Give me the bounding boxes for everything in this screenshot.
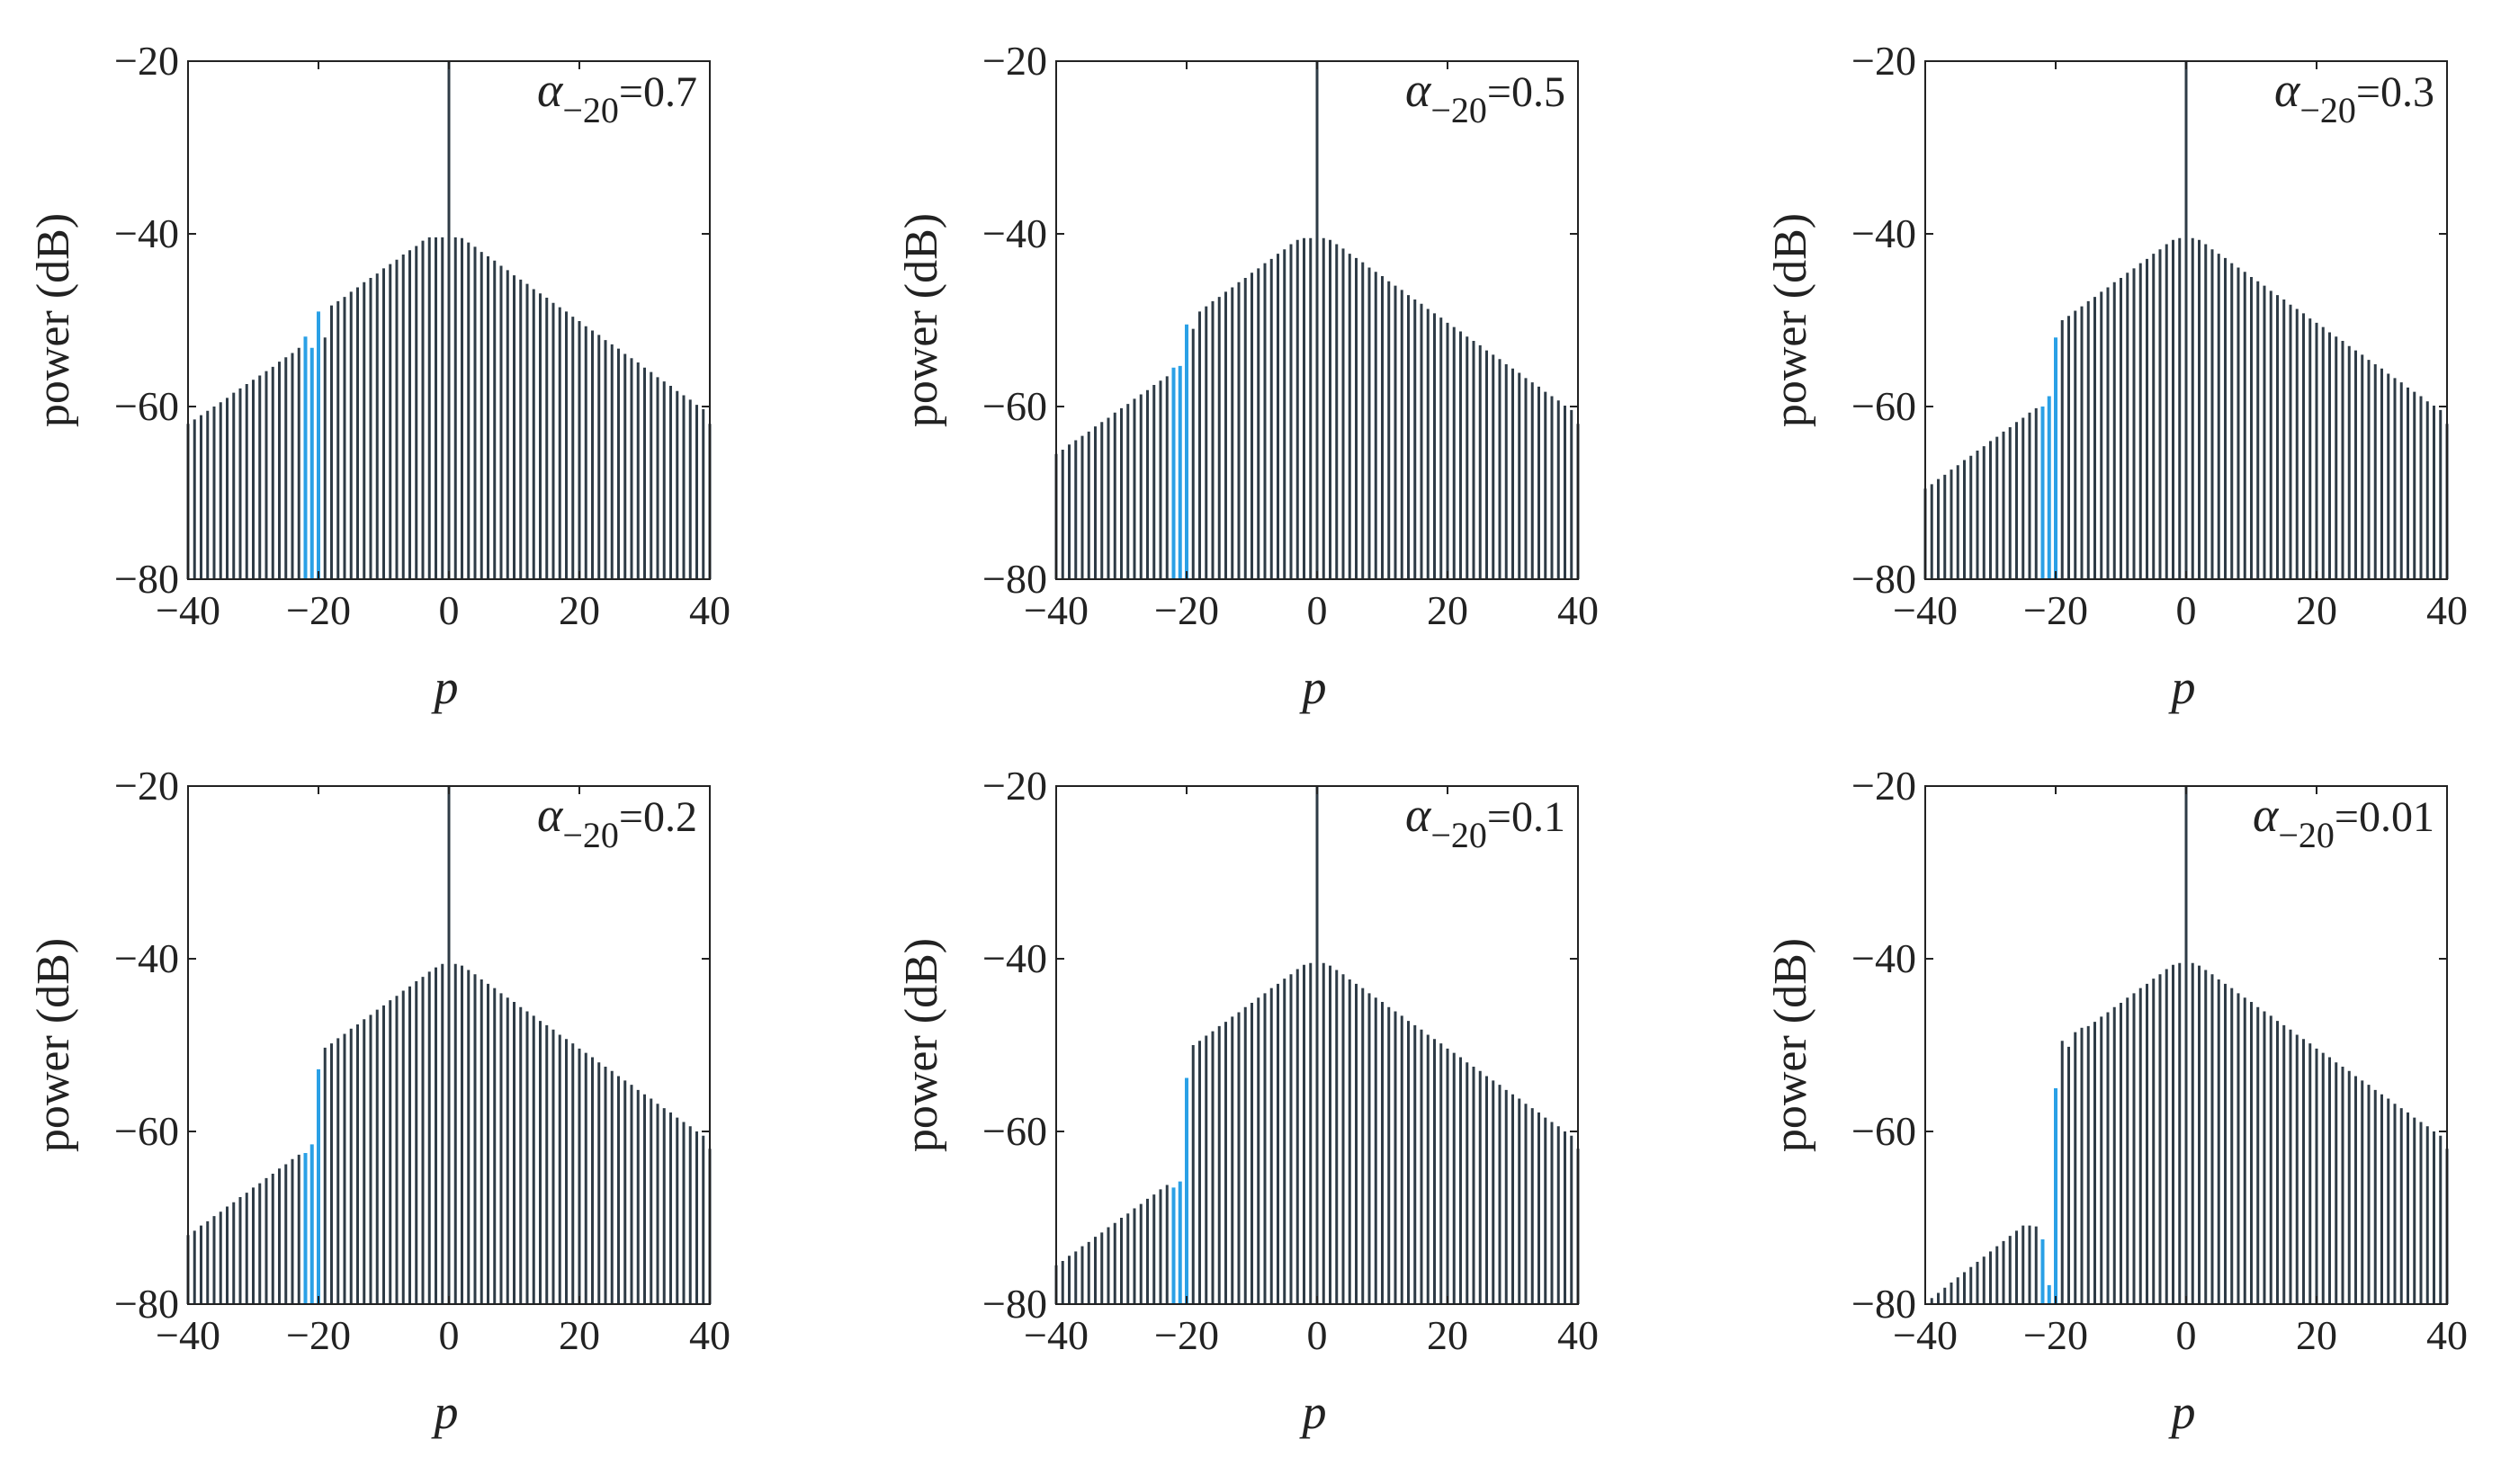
- y-tick-label: −20: [114, 38, 179, 84]
- x-tick-label: 40: [689, 1312, 731, 1358]
- x-tick-label: −20: [1154, 587, 1219, 633]
- y-tick-label: −80: [1851, 1281, 1916, 1327]
- alpha-subscript: −20: [1430, 90, 1487, 130]
- alpha-symbol: α: [537, 788, 564, 842]
- x-tick-label: 40: [1557, 1312, 1599, 1358]
- x-tick-label: 20: [2296, 587, 2337, 633]
- y-tick-label: −40: [1851, 935, 1916, 981]
- x-tick-label: 0: [1307, 587, 1328, 633]
- x-tick-label: 20: [1427, 587, 1468, 633]
- x-tick-label: 0: [2176, 587, 2197, 633]
- alpha-symbol: α: [2253, 788, 2280, 842]
- x-tick-label: 0: [439, 1312, 460, 1358]
- y-tick-label: −60: [1851, 1108, 1916, 1154]
- alpha-symbol: α: [537, 63, 564, 117]
- y-axis-label: power (dB): [28, 938, 79, 1152]
- alpha-annotation: α−20=0.5: [1405, 63, 1565, 130]
- x-tick-label: −20: [2023, 587, 2088, 633]
- alpha-annotation: α−20=0.01: [2253, 788, 2434, 855]
- alpha-value: =0.1: [1487, 793, 1565, 841]
- alpha-subscript: −20: [562, 90, 619, 130]
- x-tick-label: 40: [1557, 587, 1599, 633]
- y-tick-label: −20: [982, 38, 1047, 84]
- y-tick-label: −40: [982, 935, 1047, 981]
- alpha-value: =0.3: [2356, 68, 2434, 116]
- x-tick-label: −20: [1154, 1312, 1219, 1358]
- alpha-subscript: −20: [2299, 90, 2356, 130]
- x-tick-label: 20: [1427, 1312, 1468, 1358]
- y-tick-label: −40: [114, 935, 179, 981]
- alpha-value: =0.5: [1487, 68, 1565, 116]
- x-axis-label: p: [1299, 660, 1327, 714]
- y-tick-label: −60: [982, 1108, 1047, 1154]
- x-axis-label: p: [2168, 660, 2196, 714]
- y-tick-label: −60: [114, 383, 179, 429]
- alpha-value: =0.2: [619, 793, 697, 841]
- y-tick-label: −20: [982, 763, 1047, 809]
- x-tick-label: 20: [559, 587, 600, 633]
- y-tick-label: −80: [982, 556, 1047, 602]
- alpha-subscript: −20: [1430, 815, 1487, 855]
- x-tick-label: 0: [439, 587, 460, 633]
- x-tick-label: −40: [1893, 1312, 1958, 1358]
- y-tick-label: −60: [114, 1108, 179, 1154]
- alpha-annotation: α−20=0.3: [2274, 63, 2434, 130]
- x-axis-label: p: [1299, 1385, 1327, 1439]
- x-axis-label: p: [431, 1385, 459, 1439]
- alpha-symbol: α: [1405, 788, 1432, 842]
- x-tick-label: −40: [1024, 587, 1089, 633]
- alpha-value: =0.01: [2335, 793, 2434, 841]
- alpha-annotation: α−20=0.2: [537, 788, 697, 855]
- y-tick-label: −80: [114, 556, 179, 602]
- x-tick-label: 0: [2176, 1312, 2197, 1358]
- x-tick-label: 20: [2296, 1312, 2337, 1358]
- alpha-symbol: α: [2274, 63, 2301, 117]
- alpha-annotation: α−20=0.1: [1405, 788, 1565, 855]
- alpha-subscript: −20: [562, 815, 619, 855]
- x-tick-label: −40: [1893, 587, 1958, 633]
- y-tick-label: −20: [114, 763, 179, 809]
- y-axis-label: power (dB): [1765, 213, 1816, 427]
- alpha-subscript: −20: [2278, 815, 2335, 855]
- y-axis-label: power (dB): [896, 213, 947, 427]
- alpha-symbol: α: [1405, 63, 1432, 117]
- y-axis-label: power (dB): [1765, 938, 1816, 1152]
- y-axis-label: power (dB): [28, 213, 79, 427]
- x-tick-label: 40: [2426, 587, 2468, 633]
- x-tick-label: −40: [156, 587, 220, 633]
- y-tick-label: −40: [1851, 210, 1916, 256]
- x-tick-label: −40: [156, 1312, 220, 1358]
- alpha-annotation: α−20=0.7: [537, 63, 697, 130]
- x-tick-label: 40: [689, 587, 731, 633]
- x-axis-label: p: [2168, 1385, 2196, 1439]
- x-tick-label: −20: [2023, 1312, 2088, 1358]
- y-tick-label: −60: [982, 383, 1047, 429]
- x-tick-label: −40: [1024, 1312, 1089, 1358]
- x-tick-label: −20: [286, 587, 351, 633]
- y-tick-label: −20: [1851, 38, 1916, 84]
- y-axis-label: power (dB): [896, 938, 947, 1152]
- y-tick-label: −80: [114, 1281, 179, 1327]
- y-tick-label: −40: [982, 210, 1047, 256]
- x-axis-label: p: [431, 660, 459, 714]
- alpha-value: =0.7: [619, 68, 697, 116]
- x-tick-label: 40: [2426, 1312, 2468, 1358]
- x-tick-label: 20: [559, 1312, 600, 1358]
- x-tick-label: 0: [1307, 1312, 1328, 1358]
- x-tick-label: −20: [286, 1312, 351, 1358]
- y-tick-label: −60: [1851, 383, 1916, 429]
- y-tick-label: −20: [1851, 763, 1916, 809]
- y-tick-label: −40: [114, 210, 179, 256]
- y-tick-label: −80: [1851, 556, 1916, 602]
- y-tick-label: −80: [982, 1281, 1047, 1327]
